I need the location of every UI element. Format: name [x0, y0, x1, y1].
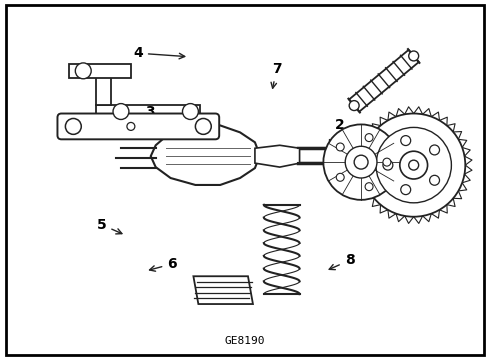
Text: 5: 5 [97, 218, 122, 234]
Circle shape [400, 151, 428, 179]
Circle shape [354, 155, 368, 169]
Polygon shape [329, 145, 359, 177]
Text: 2: 2 [329, 118, 344, 146]
Circle shape [65, 118, 81, 134]
Circle shape [127, 122, 135, 130]
Text: 8: 8 [329, 253, 354, 270]
Circle shape [196, 118, 211, 134]
Polygon shape [151, 125, 260, 185]
Circle shape [336, 143, 344, 151]
Text: 1: 1 [402, 150, 430, 166]
FancyBboxPatch shape [57, 113, 219, 139]
Circle shape [430, 145, 440, 155]
Polygon shape [194, 276, 253, 304]
Circle shape [409, 51, 418, 61]
Circle shape [113, 104, 129, 120]
Polygon shape [255, 145, 299, 167]
Circle shape [336, 173, 344, 181]
Circle shape [349, 100, 359, 111]
Text: GE8190: GE8190 [225, 336, 265, 346]
Polygon shape [96, 105, 200, 118]
Circle shape [383, 158, 391, 166]
Circle shape [376, 127, 451, 203]
Circle shape [401, 185, 411, 195]
Circle shape [345, 146, 377, 178]
Circle shape [362, 113, 466, 217]
Polygon shape [96, 66, 111, 105]
Circle shape [365, 183, 373, 191]
Text: 7: 7 [271, 62, 281, 88]
Circle shape [430, 175, 440, 185]
Circle shape [409, 160, 418, 170]
Polygon shape [70, 64, 131, 78]
Polygon shape [349, 50, 419, 112]
Circle shape [182, 104, 198, 120]
Circle shape [383, 160, 393, 170]
Circle shape [323, 125, 399, 200]
Text: 3: 3 [146, 105, 165, 132]
Circle shape [401, 136, 411, 145]
Text: 6: 6 [149, 257, 177, 271]
Text: 4: 4 [133, 46, 185, 60]
Circle shape [75, 63, 91, 79]
Circle shape [365, 134, 373, 141]
